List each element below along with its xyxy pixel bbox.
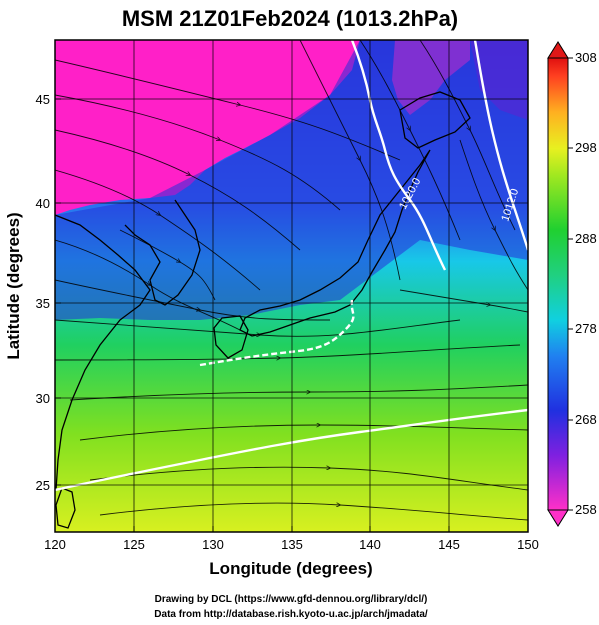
y-tick-label: 35 [36, 296, 50, 311]
colorbar-bottom-triangle [547, 509, 569, 527]
grid-lines [55, 40, 528, 532]
streamline [79, 425, 528, 441]
streamline [55, 59, 401, 161]
streamline [55, 344, 521, 361]
colorbar: 308 298 288 278 268 258 [547, 41, 597, 527]
credit-data: Data from http://database.rish.kyoto-u.a… [154, 609, 428, 620]
streamline [55, 319, 461, 336]
wind-streamlines [55, 40, 528, 521]
honshu [239, 149, 431, 337]
china-coast [55, 214, 151, 491]
cool-air-band [55, 40, 528, 320]
x-tick-label: 140 [359, 537, 381, 552]
kyushu [213, 315, 249, 359]
plot-area: 1020.0 1012.0 [55, 40, 528, 532]
colorbar-tick-label: 298 [575, 140, 597, 155]
credit-drawing: Drawing by DCL (https://www.gfd-dennou.o… [155, 594, 428, 605]
colorbar-top-triangle [547, 41, 569, 59]
y-axis-label: Latitude (degrees) [4, 212, 23, 359]
streamline [399, 289, 528, 313]
y-tick-label: 25 [36, 478, 50, 493]
colorbar-gradient [547, 57, 569, 511]
streamline [55, 94, 341, 211]
y-tick-label: 45 [36, 92, 50, 107]
x-tick-label: 130 [202, 537, 224, 552]
colorbar-tick-label: 278 [575, 321, 597, 336]
isobar-south [55, 408, 528, 492]
chart-title: MSM 21Z01Feb2024 (1013.2hPa) [122, 6, 458, 31]
streamline [119, 229, 216, 301]
x-tick-label: 150 [517, 537, 539, 552]
streamline [55, 279, 331, 321]
colorbar-tick-label: 268 [575, 412, 597, 427]
cold-air-region [55, 40, 360, 215]
coastlines [55, 91, 471, 529]
isobar-coastal [199, 299, 355, 367]
isobars [55, 40, 528, 492]
y-tick-label: 40 [36, 196, 50, 211]
x-axis: 120 125 130 135 140 145 150 Longitude (d… [44, 526, 539, 578]
x-tick-label: 135 [281, 537, 303, 552]
streamline [299, 40, 401, 281]
streamline [55, 239, 241, 331]
streamline [89, 467, 528, 491]
streamline [419, 40, 516, 231]
streamline [459, 139, 528, 291]
taiwan [55, 487, 76, 529]
streamline [55, 129, 301, 251]
colorbar-tick-label: 258 [575, 502, 597, 517]
colorbar-tick-label: 288 [575, 231, 597, 246]
x-axis-label: Longitude (degrees) [209, 559, 372, 578]
isobar-1020 [350, 40, 447, 271]
y-tick-label: 30 [36, 391, 50, 406]
streamline [99, 503, 528, 521]
x-tick-label: 145 [438, 537, 460, 552]
y-axis: 45 40 35 30 25 Latitude (degrees) [4, 92, 61, 493]
streamline [359, 40, 461, 241]
streamline [55, 169, 261, 291]
colorbar-tick-label: 308 [575, 50, 597, 65]
x-tick-label: 125 [123, 537, 145, 552]
x-tick-label: 120 [44, 537, 66, 552]
isobar-1012 [473, 40, 528, 251]
streamline [69, 384, 528, 401]
deep-cold-northeast [470, 40, 528, 120]
hokkaido [399, 91, 471, 149]
